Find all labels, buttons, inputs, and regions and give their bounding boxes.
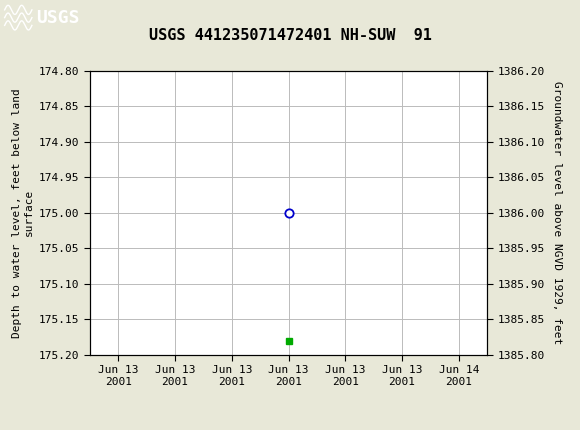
Y-axis label: Groundwater level above NGVD 1929, feet: Groundwater level above NGVD 1929, feet xyxy=(552,81,562,344)
Text: USGS: USGS xyxy=(36,9,79,27)
Text: USGS 441235071472401 NH-SUW  91: USGS 441235071472401 NH-SUW 91 xyxy=(148,28,432,43)
Y-axis label: Depth to water level, feet below land
surface: Depth to water level, feet below land su… xyxy=(12,88,34,338)
